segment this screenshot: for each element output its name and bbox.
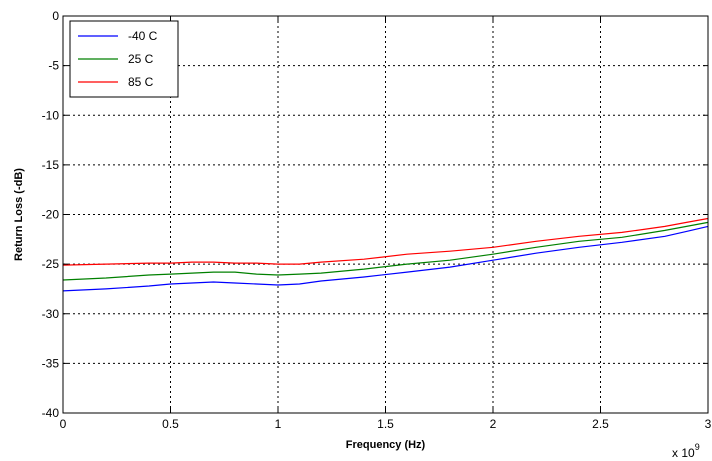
series-line <box>62 217 709 266</box>
y-axis-label: Return Loss (-dB) <box>13 168 25 261</box>
y-tick-label: -40 <box>42 406 60 420</box>
y-tick-label: -30 <box>42 307 60 321</box>
x-tick-label: 2 <box>490 417 497 431</box>
y-tick-label: 0 <box>52 9 59 23</box>
x-tick-label: 1.5 <box>377 417 394 431</box>
x-tick-label: 0.5 <box>162 417 179 431</box>
x-exponent-base: x 10 <box>672 446 695 460</box>
x-axis-exponent: x 109 <box>672 442 700 460</box>
x-tick-label: 0 <box>60 417 67 431</box>
y-tick-label: -35 <box>42 356 60 370</box>
y-tick-label: -5 <box>48 59 59 73</box>
y-tick-label: -25 <box>42 257 60 271</box>
x-axis-label: Frequency (Hz) <box>346 439 426 451</box>
legend-label: 85 C <box>128 75 154 89</box>
y-tick-label: -20 <box>42 208 60 222</box>
axis-ticks: 0 0.5 1 1.5 2 2.5 3 0 -5 -10 -15 -20 -25 -30 -35 -40 <box>42 9 712 431</box>
x-tick-label: 1 <box>275 417 282 431</box>
series-lines <box>62 217 709 292</box>
x-tick-label: 2.5 <box>592 417 609 431</box>
legend-label: 25 C <box>128 52 154 66</box>
x-exponent-power: 9 <box>695 442 700 452</box>
series-line <box>62 221 709 281</box>
legend: -40 C 25 C 85 C <box>69 20 179 98</box>
x-tick-label: 3 <box>705 417 712 431</box>
y-tick-label: -15 <box>42 158 60 172</box>
y-tick-label: -10 <box>42 108 60 122</box>
legend-label: -40 C <box>128 29 158 43</box>
series-line <box>62 225 709 292</box>
